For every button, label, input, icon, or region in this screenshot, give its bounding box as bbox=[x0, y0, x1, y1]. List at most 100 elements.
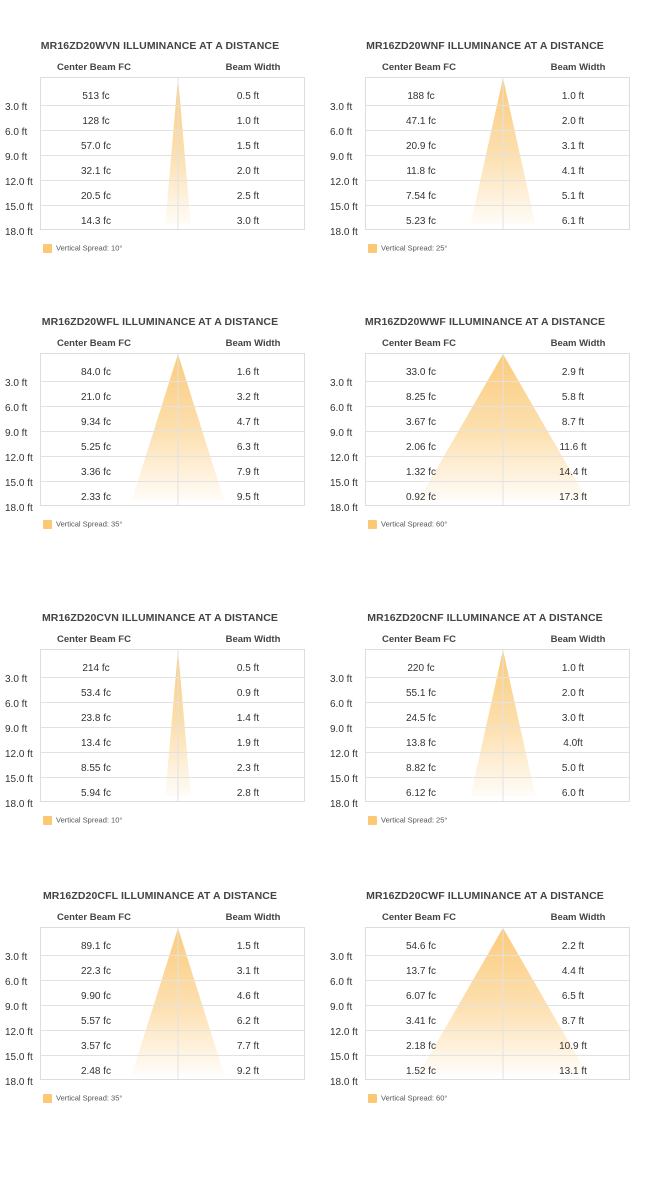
chart-legend: Vertical Spread: 35° bbox=[43, 519, 122, 529]
distance-label: 3.0 ft bbox=[330, 952, 353, 963]
chart-panel: MR16ZD20WVN ILLUMINANCE AT A DISTANCE Cen… bbox=[5, 40, 315, 270]
center-beam-value: 3.67 fc bbox=[405, 417, 437, 428]
beam-width-value: 2.9 ft bbox=[561, 367, 585, 378]
beam-width-value: 11.6 ft bbox=[559, 442, 587, 453]
beam-width-value: 3.2 ft bbox=[236, 392, 260, 403]
legend-swatch bbox=[368, 1093, 377, 1103]
row-divider bbox=[41, 456, 304, 457]
beam-width-value: 13.1 ft bbox=[559, 1066, 587, 1077]
center-beam-value: 23.8 fc bbox=[80, 713, 112, 724]
beam-width-value: 6.5 ft bbox=[561, 991, 585, 1002]
chart-legend: Vertical Spread: 25° bbox=[368, 243, 447, 253]
chart-plot-area: 89.1 fc 1.5 ft 22.3 fc 3.1 ft 9.90 fc 4.6 ft 5… bbox=[40, 927, 305, 1080]
center-beam-value: 2.18 fc bbox=[405, 1041, 437, 1052]
center-beam-value: 47.1 fc bbox=[405, 116, 437, 127]
distance-label: 9.0 ft bbox=[5, 428, 28, 439]
column-header-beam-width: Beam Width bbox=[550, 338, 606, 349]
beam-width-value: 4.0ft bbox=[563, 738, 583, 749]
center-beam-value: 9.90 fc bbox=[80, 991, 112, 1002]
column-header-beam-width: Beam Width bbox=[550, 634, 606, 645]
legend-label: Vertical Spread: 35° bbox=[56, 1093, 123, 1103]
chart-title: MR16ZD20WFL ILLUMINANCE AT A DISTANCE bbox=[41, 316, 279, 328]
legend-label: Vertical Spread: 60° bbox=[381, 519, 448, 529]
row-divider bbox=[366, 980, 629, 981]
beam-width-value: 2.0 ft bbox=[236, 166, 260, 177]
column-header-center-beam: Center Beam FC bbox=[382, 634, 456, 645]
distance-label: 18.0 ft bbox=[330, 799, 358, 810]
distance-label: 6.0 ft bbox=[330, 977, 353, 988]
beam-width-value: 2.3 ft bbox=[236, 763, 260, 774]
legend-swatch bbox=[43, 519, 52, 529]
chart-panel: MR16ZD20CFL ILLUMINANCE AT A DISTANCE Cen… bbox=[5, 890, 315, 1120]
center-beam-value: 8.25 fc bbox=[405, 392, 437, 403]
distance-label: 12.0 ft bbox=[330, 177, 358, 188]
distance-label: 18.0 ft bbox=[5, 503, 33, 514]
beam-width-value: 1.0 ft bbox=[561, 91, 585, 102]
distance-label: 12.0 ft bbox=[330, 453, 358, 464]
row-divider bbox=[41, 406, 304, 407]
beam-width-value: 2.2 ft bbox=[561, 941, 585, 952]
distance-label: 6.0 ft bbox=[330, 699, 353, 710]
row-divider bbox=[366, 727, 629, 728]
center-beam-value: 6.12 fc bbox=[405, 788, 437, 799]
row-divider bbox=[366, 456, 629, 457]
center-beam-value: 13.7 fc bbox=[405, 966, 437, 977]
beam-width-value: 1.5 ft bbox=[236, 141, 260, 152]
distance-label: 3.0 ft bbox=[330, 674, 353, 685]
column-header-center-beam: Center Beam FC bbox=[57, 62, 131, 73]
legend-label: Vertical Spread: 10° bbox=[56, 815, 123, 825]
center-beam-value: 11.8 fc bbox=[406, 166, 436, 177]
center-beam-value: 33.0 fc bbox=[405, 367, 437, 378]
center-beam-value: 214 fc bbox=[82, 663, 110, 674]
beam-width-value: 3.1 ft bbox=[561, 141, 585, 152]
row-divider bbox=[366, 1005, 629, 1006]
distance-label: 12.0 ft bbox=[330, 749, 358, 760]
row-divider bbox=[41, 1055, 304, 1056]
center-beam-value: 3.41 fc bbox=[405, 1016, 437, 1027]
distance-label: 15.0 ft bbox=[5, 1052, 33, 1063]
beam-width-value: 6.1 ft bbox=[561, 216, 585, 227]
row-divider bbox=[366, 702, 629, 703]
beam-width-value: 6.0 ft bbox=[561, 788, 585, 799]
distance-label: 9.0 ft bbox=[5, 1002, 28, 1013]
center-beam-value: 8.55 fc bbox=[80, 763, 112, 774]
beam-width-value: 9.5 ft bbox=[236, 492, 260, 503]
chart-plot-area: 33.0 fc 2.9 ft 8.25 fc 5.8 ft 3.67 fc 8.7 ft 2… bbox=[365, 353, 630, 506]
center-beam-value: 53.4 fc bbox=[80, 688, 112, 699]
center-beam-value: 32.1 fc bbox=[80, 166, 112, 177]
distance-label: 12.0 ft bbox=[5, 453, 33, 464]
beam-width-value: 4.6 ft bbox=[236, 991, 260, 1002]
chart-title: MR16ZD20CNF ILLUMINANCE AT A DISTANCE bbox=[367, 612, 603, 624]
center-beam-value: 84.0 fc bbox=[80, 367, 112, 378]
column-header-center-beam: Center Beam FC bbox=[382, 912, 456, 923]
center-beam-value: 22.3 fc bbox=[80, 966, 112, 977]
chart-legend: Vertical Spread: 60° bbox=[368, 519, 447, 529]
legend-label: Vertical Spread: 10° bbox=[56, 243, 123, 253]
row-divider bbox=[366, 1055, 629, 1056]
row-divider bbox=[366, 105, 629, 106]
row-divider bbox=[41, 130, 304, 131]
row-divider bbox=[41, 205, 304, 206]
chart-panel: MR16ZD20WFL ILLUMINANCE AT A DISTANCE Cen… bbox=[5, 316, 315, 546]
row-divider bbox=[41, 752, 304, 753]
row-divider bbox=[41, 955, 304, 956]
distance-label: 15.0 ft bbox=[330, 1052, 358, 1063]
row-divider bbox=[41, 105, 304, 106]
row-divider bbox=[366, 481, 629, 482]
distance-label: 15.0 ft bbox=[330, 478, 358, 489]
row-divider bbox=[366, 431, 629, 432]
chart-plot-area: 220 fc 1.0 ft 55.1 fc 2.0 ft 24.5 fc 3.0 ft 13… bbox=[365, 649, 630, 802]
distance-label: 15.0 ft bbox=[330, 202, 358, 213]
beam-width-value: 6.3 ft bbox=[236, 442, 260, 453]
center-beam-value: 0.92 fc bbox=[405, 492, 437, 503]
beam-width-value: 3.0 ft bbox=[236, 216, 260, 227]
beam-width-value: 2.5 ft bbox=[236, 191, 260, 202]
beam-width-value: 5.1 ft bbox=[561, 191, 585, 202]
center-beam-value: 5.57 fc bbox=[80, 1016, 112, 1027]
distance-label: 6.0 ft bbox=[5, 977, 28, 988]
beam-width-value: 0.9 ft bbox=[236, 688, 260, 699]
beam-width-value: 1.5 ft bbox=[236, 941, 260, 952]
beam-width-value: 10.9 ft bbox=[559, 1041, 587, 1052]
distance-label: 6.0 ft bbox=[330, 127, 353, 138]
chart-panel: MR16ZD20WWF ILLUMINANCE AT A DISTANCE Cen… bbox=[330, 316, 640, 546]
